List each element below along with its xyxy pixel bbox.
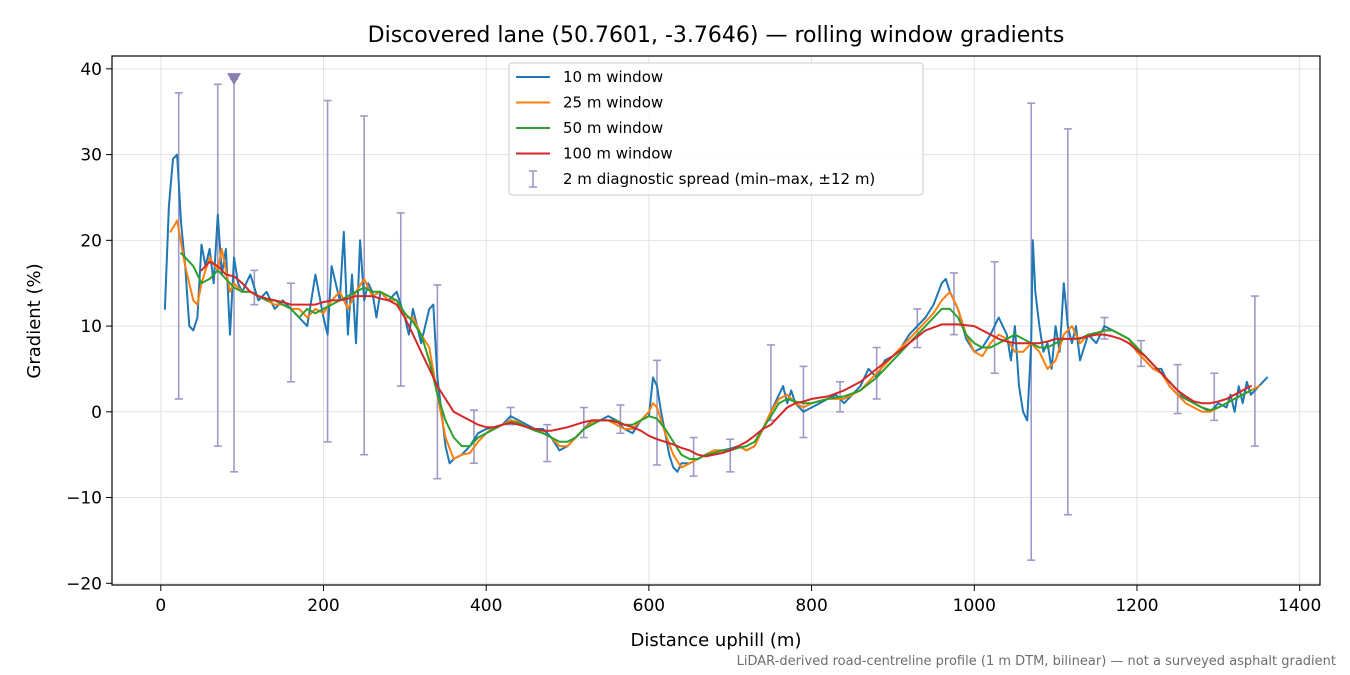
x-axis-ticks: 0 200 400 600 800 1000 1200 1400 bbox=[155, 585, 1321, 616]
legend-label: 2 m diagnostic spread (min–max, ±12 m) bbox=[563, 170, 875, 188]
diagnostic-spread-bar bbox=[1250, 295, 1259, 447]
diagnostic-spread-bar bbox=[1210, 372, 1219, 422]
series-line-0 bbox=[163, 153, 1269, 473]
legend-entry: 10 m window bbox=[516, 68, 663, 86]
x-tick-label: 800 bbox=[795, 596, 827, 616]
legend-entry: 2 m diagnostic spread (min–max, ±12 m) bbox=[529, 170, 875, 188]
diagnostic-spread-bar bbox=[174, 92, 183, 400]
legend-entry: 25 m window bbox=[516, 94, 663, 112]
x-tick-label: 0 bbox=[155, 596, 166, 616]
y-tick-label: −20 bbox=[66, 574, 102, 594]
marker-group bbox=[227, 73, 242, 86]
y-tick-label: 40 bbox=[80, 60, 102, 80]
diagnostic-spread-bar bbox=[726, 438, 735, 473]
x-tick-label: 600 bbox=[633, 596, 665, 616]
diagnostic-spread-bar bbox=[913, 308, 922, 349]
x-tick-label: 1000 bbox=[953, 596, 996, 616]
marker-triangle-down bbox=[227, 73, 242, 86]
diagnostic-spread-bar bbox=[469, 409, 478, 465]
chart-title: Discovered lane (50.7601, -3.7646) — rol… bbox=[368, 23, 1065, 48]
x-tick-label: 400 bbox=[470, 596, 502, 616]
x-axis-label: Distance uphill (m) bbox=[631, 630, 802, 651]
x-tick-label: 200 bbox=[307, 596, 339, 616]
series-group bbox=[163, 153, 1269, 473]
footnote: LiDAR-derived road-centreline profile (1… bbox=[737, 654, 1336, 669]
legend-label: 100 m window bbox=[563, 145, 673, 163]
y-tick-label: 30 bbox=[80, 146, 102, 166]
diagnostic-spread-bar bbox=[990, 260, 999, 375]
legend-entry: 50 m window bbox=[516, 119, 663, 137]
diagnostic-spread-bar bbox=[323, 99, 332, 443]
legend-entry: 100 m window bbox=[516, 145, 673, 163]
x-tick-label: 1200 bbox=[1115, 596, 1158, 616]
y-axis-ticks: −20 −10 0 10 20 30 40 bbox=[66, 60, 112, 594]
diagnostic-spread-bar bbox=[689, 436, 698, 477]
x-tick-label: 1400 bbox=[1278, 596, 1321, 616]
diagnostic-spread-bar bbox=[653, 359, 662, 466]
y-tick-label: 10 bbox=[80, 317, 102, 337]
y-tick-label: 20 bbox=[80, 231, 102, 251]
legend-items: 10 m window 25 m window 50 m window 100 m w… bbox=[516, 68, 875, 188]
legend-label: 25 m window bbox=[563, 94, 663, 112]
diagnostic-spread-bar bbox=[286, 282, 295, 383]
y-axis-label: Gradient (%) bbox=[24, 263, 45, 378]
legend-box bbox=[508, 62, 924, 196]
diagnostic-spread-bar bbox=[396, 212, 405, 387]
diagnostic-spread-bar bbox=[616, 404, 625, 435]
legend-label: 50 m window bbox=[563, 119, 663, 137]
y-tick-label: −10 bbox=[66, 489, 102, 509]
legend: 10 m window 25 m window 50 m window 100 m w… bbox=[508, 62, 924, 196]
y-tick-label: 0 bbox=[91, 403, 102, 423]
series-line-3 bbox=[200, 260, 1252, 458]
legend-label: 10 m window bbox=[563, 68, 663, 86]
plot-frame bbox=[111, 55, 1321, 586]
